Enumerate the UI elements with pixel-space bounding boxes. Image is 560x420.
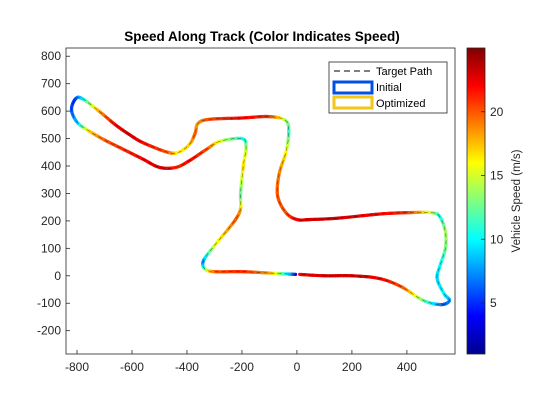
track-path-group — [72, 97, 450, 304]
y-tick-label: 600 — [41, 104, 61, 118]
x-tick-label: 400 — [397, 360, 417, 374]
y-tick-label: -200 — [37, 324, 61, 338]
y-tick-label: -100 — [37, 296, 61, 310]
x-tick-label: -600 — [120, 360, 144, 374]
x-tick-label: -200 — [230, 360, 254, 374]
colorbar-tick-label: 5 — [490, 296, 497, 310]
colorbar-tick-label: 15 — [490, 169, 504, 183]
legend-initial-label: Initial — [376, 82, 402, 94]
y-tick-label: 300 — [41, 186, 61, 200]
colorbar-label: Vehicle Speed (m/s) — [511, 149, 523, 252]
x-tick-label: 0 — [294, 360, 301, 374]
x-tick-label: 200 — [342, 360, 362, 374]
y-tick-label: 0 — [54, 269, 61, 283]
colorbar-tick-label: 10 — [490, 232, 504, 246]
legend-target-path-label: Target Path — [376, 66, 432, 78]
y-tick-label: 100 — [41, 241, 61, 255]
y-tick-label: 400 — [41, 159, 61, 173]
colorbar — [467, 48, 485, 354]
x-tick-label: -400 — [175, 360, 199, 374]
chart-title: Speed Along Track (Color Indicates Speed… — [124, 29, 400, 44]
y-tick-label: 200 — [41, 214, 61, 228]
y-tick-label: 700 — [41, 77, 61, 91]
x-tick-label: -800 — [65, 360, 89, 374]
y-tick-label: 800 — [41, 49, 61, 63]
colorbar-tick-label: 20 — [490, 105, 504, 119]
legend: Target Path Initial Optimized — [329, 62, 447, 113]
legend-optimized-label: Optimized — [376, 98, 426, 110]
y-tick-label: 500 — [41, 132, 61, 146]
